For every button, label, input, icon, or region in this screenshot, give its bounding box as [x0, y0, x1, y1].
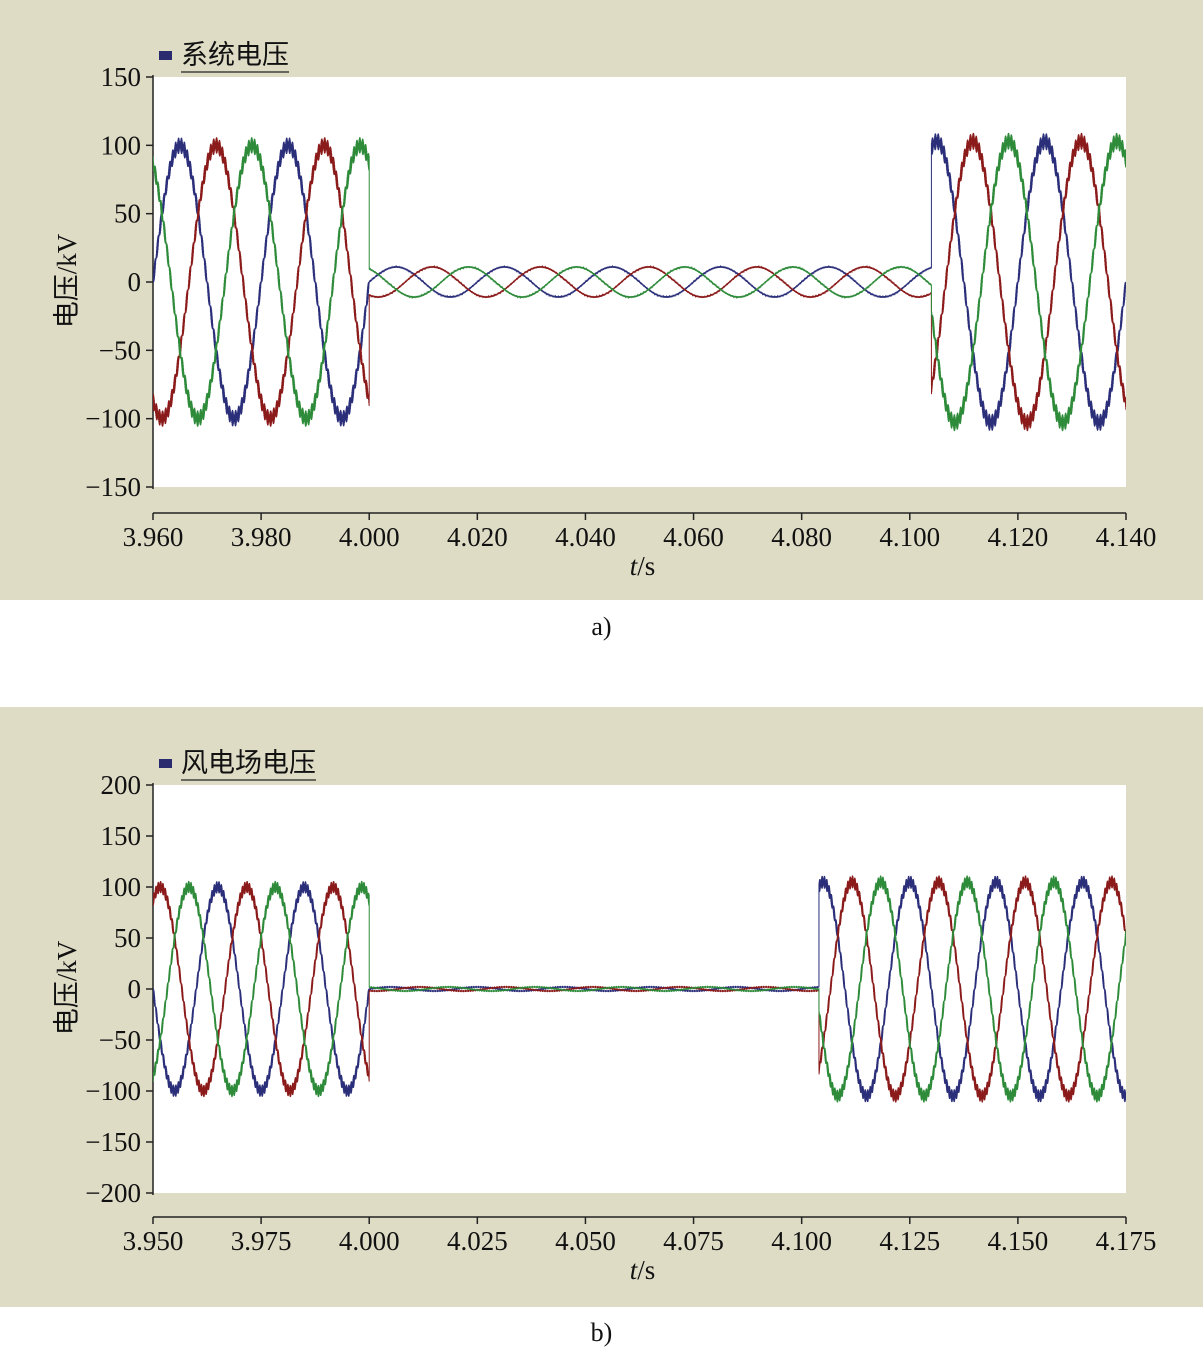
x-tick-label: 4.120: [988, 522, 1049, 552]
x-tick-label: 4.100: [879, 522, 940, 552]
x-tick-label: 4.100: [771, 1226, 832, 1256]
x-tick-label: 4.020: [447, 522, 508, 552]
y-tick-label: 150: [101, 62, 142, 92]
series-line-0: [153, 133, 1126, 431]
y-tick-label: 100: [101, 130, 142, 160]
x-tick-label: 4.025: [447, 1226, 508, 1256]
chart-panel-b: 200 150 100 50 0 −50 −100 −150 −200 3.950 3.975 4.0…: [0, 707, 1203, 1307]
x-tick-label: 4.175: [1096, 1226, 1157, 1256]
y-tick-label: −150: [85, 472, 141, 502]
series-line-2: [153, 875, 1126, 1103]
y-tick-label: 100: [101, 872, 142, 902]
y-tick-label: −100: [85, 404, 141, 434]
series-line-0: [153, 875, 1126, 1103]
y-tick-label: 0: [128, 267, 142, 297]
y-tick-label: −100: [85, 1076, 141, 1106]
caption-b: b): [590, 1318, 613, 1347]
x-tick-label: 4.150: [988, 1226, 1049, 1256]
chart-a-svg: 150 100 50 0 −50 −100 −150 3.960 3.980 4.000 4.020…: [52, 40, 1157, 581]
series-group: [153, 875, 1126, 1103]
x-tick-label: 4.040: [555, 522, 616, 552]
x-axis-label: t/s: [630, 551, 656, 581]
y-axis-label: 电压/kV: [52, 233, 82, 328]
y-axis-label: 电压/kV: [52, 940, 82, 1035]
y-tick-label: 50: [114, 923, 141, 953]
y-tick-label: 0: [128, 974, 142, 1004]
series-line-1: [153, 875, 1126, 1103]
x-tick-label: 4.000: [339, 1226, 400, 1256]
x-tick-label: 3.975: [231, 1226, 292, 1256]
y-tick-label: −200: [85, 1178, 141, 1208]
legend-label: 风电场电压: [181, 748, 316, 779]
x-tick-label: 4.075: [663, 1226, 724, 1256]
y-tick-label: 200: [101, 770, 142, 800]
x-tick-label: 4.050: [555, 1226, 616, 1256]
x-tick-label: 3.980: [231, 522, 292, 552]
legend-swatch: [159, 759, 172, 768]
y-tick-label: 150: [101, 821, 142, 851]
legend-label: 系统电压: [181, 40, 289, 71]
caption-a: a): [591, 612, 612, 641]
y-tick-label: 50: [114, 199, 141, 229]
chart-panel-a: 150 100 50 0 −50 −100 −150 3.960 3.980 4.000 4.020…: [0, 0, 1203, 600]
y-tick-label: −50: [99, 335, 141, 365]
series-line-2: [153, 132, 1126, 432]
legend-swatch: [159, 51, 172, 60]
x-tick-label: 4.125: [879, 1226, 940, 1256]
x-tick-label: 4.000: [339, 522, 400, 552]
x-tick-label: 3.950: [123, 1226, 184, 1256]
chart-b-svg: 200 150 100 50 0 −50 −100 −150 −200 3.950 3.975 4.0…: [52, 748, 1157, 1285]
legend: 系统电压: [159, 40, 289, 73]
series-group: [153, 132, 1126, 432]
x-tick-label: 4.080: [771, 522, 832, 552]
y-tick-label: −150: [85, 1127, 141, 1157]
x-tick-label: 3.960: [123, 522, 184, 552]
series-line-1: [153, 132, 1126, 432]
x-tick-label: 4.140: [1096, 522, 1157, 552]
legend: 风电场电压: [159, 748, 316, 781]
x-axis-label: t/s: [630, 1255, 656, 1285]
x-tick-label: 4.060: [663, 522, 724, 552]
y-tick-label: −50: [99, 1025, 141, 1055]
